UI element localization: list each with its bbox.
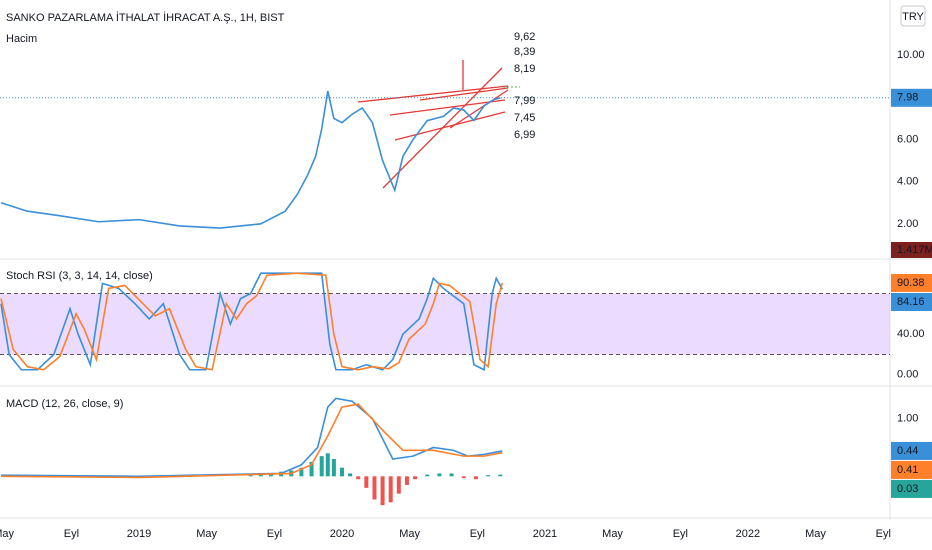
drawings: [357, 60, 509, 189]
pane-title: MACD (12, 26, close, 9): [6, 398, 123, 410]
pane-title: Stoch RSI (3, 3, 14, 14, close): [6, 270, 153, 282]
histogram-bar: [339, 467, 344, 477]
x-tick-label: May: [196, 528, 217, 540]
histogram-bar: [248, 475, 253, 477]
histogram-bar: [396, 476, 401, 494]
last-value-label: 0.03: [897, 483, 918, 495]
histogram-bar: [437, 473, 442, 477]
histogram-bar: [413, 476, 418, 480]
histogram-bar: [325, 453, 330, 477]
line: [1, 403, 503, 479]
currency-button[interactable]: [900, 5, 926, 27]
last-value-box: [891, 273, 932, 292]
x-tick-label: 2020: [330, 528, 354, 540]
histogram-bar: [380, 476, 385, 506]
currency[interactable]: TRY: [902, 11, 924, 23]
price-annotation: 9,62: [514, 31, 535, 43]
y-tick-label: 10.00: [897, 49, 925, 61]
histogram-bar: [319, 456, 324, 477]
histogram-bar: [331, 459, 336, 477]
x-tick-label: Eyl: [470, 528, 485, 540]
histogram-bar: [425, 474, 430, 477]
y-tick-label: 4.00: [897, 176, 918, 188]
line: [0, 272, 504, 371]
last-value-box: [891, 292, 932, 311]
x-tick-label: May: [602, 528, 623, 540]
last-value-label: 0.41: [897, 464, 918, 476]
y-tick-label: 2.00: [897, 218, 918, 230]
pane-subtitle: Hacim: [6, 33, 37, 45]
x-tick-label: Eyl: [267, 528, 282, 540]
histogram-bar: [486, 475, 491, 477]
price-annotation: 8,19: [514, 63, 535, 75]
histogram-bar: [364, 476, 369, 488]
x-tick-label: Eyl: [64, 528, 79, 540]
x-tick-label: 2021: [533, 528, 557, 540]
x-tick-label: May: [805, 528, 826, 540]
y-tick-label: 1.00: [897, 413, 918, 425]
x-tick-label: Eyl: [876, 528, 891, 540]
last-value-box: [891, 441, 932, 460]
histogram-bar: [449, 473, 454, 477]
histogram-bar: [299, 467, 304, 477]
last-value-label: 7.98: [897, 92, 918, 104]
price-annotation: 8,39: [514, 46, 535, 58]
histogram-bar: [348, 473, 353, 477]
histogram-bar: [372, 476, 377, 500]
x-tick-label: 2022: [736, 528, 760, 540]
histogram-bar: [268, 473, 273, 477]
last-value-label: 0.44: [897, 445, 918, 457]
volume-box: [891, 242, 932, 258]
price-annotation: 7,45: [514, 112, 535, 124]
last-value-box: [891, 479, 932, 498]
histogram-bar: [404, 476, 409, 485]
pane-title: SANKO PAZARLAMA İTHALAT İHRACAT A.Ş., 1H…: [6, 11, 285, 24]
x-tick-label: Eyl: [673, 528, 688, 540]
x-tick-label: May: [0, 528, 15, 540]
x-tick-label: 2019: [127, 528, 151, 540]
band: [0, 293, 890, 355]
histogram-bar: [309, 461, 314, 477]
last-value-label: 84.16: [897, 296, 925, 308]
histogram-bar: [461, 476, 466, 479]
histogram-bar: [498, 474, 503, 477]
last-value-box: [891, 460, 932, 479]
line: [0, 272, 504, 371]
price-annotation: 6,99: [514, 129, 535, 141]
line: [0, 90, 501, 229]
price-annotation: 7,99: [514, 95, 535, 107]
last-value-label: 90.38: [897, 277, 925, 289]
histogram-bar: [258, 474, 263, 477]
histogram-bar: [356, 476, 361, 480]
y-tick-label: 0.00: [897, 369, 918, 381]
y-tick-label: 6.00: [897, 133, 918, 145]
y-tick-label: 40.00: [897, 328, 925, 340]
volume-label: 1.417M: [897, 244, 932, 256]
histogram-bar: [388, 476, 393, 503]
histogram-bar: [473, 476, 478, 480]
x-tick-label: May: [399, 528, 420, 540]
last-value-box: [891, 88, 932, 107]
line: [1, 397, 503, 478]
